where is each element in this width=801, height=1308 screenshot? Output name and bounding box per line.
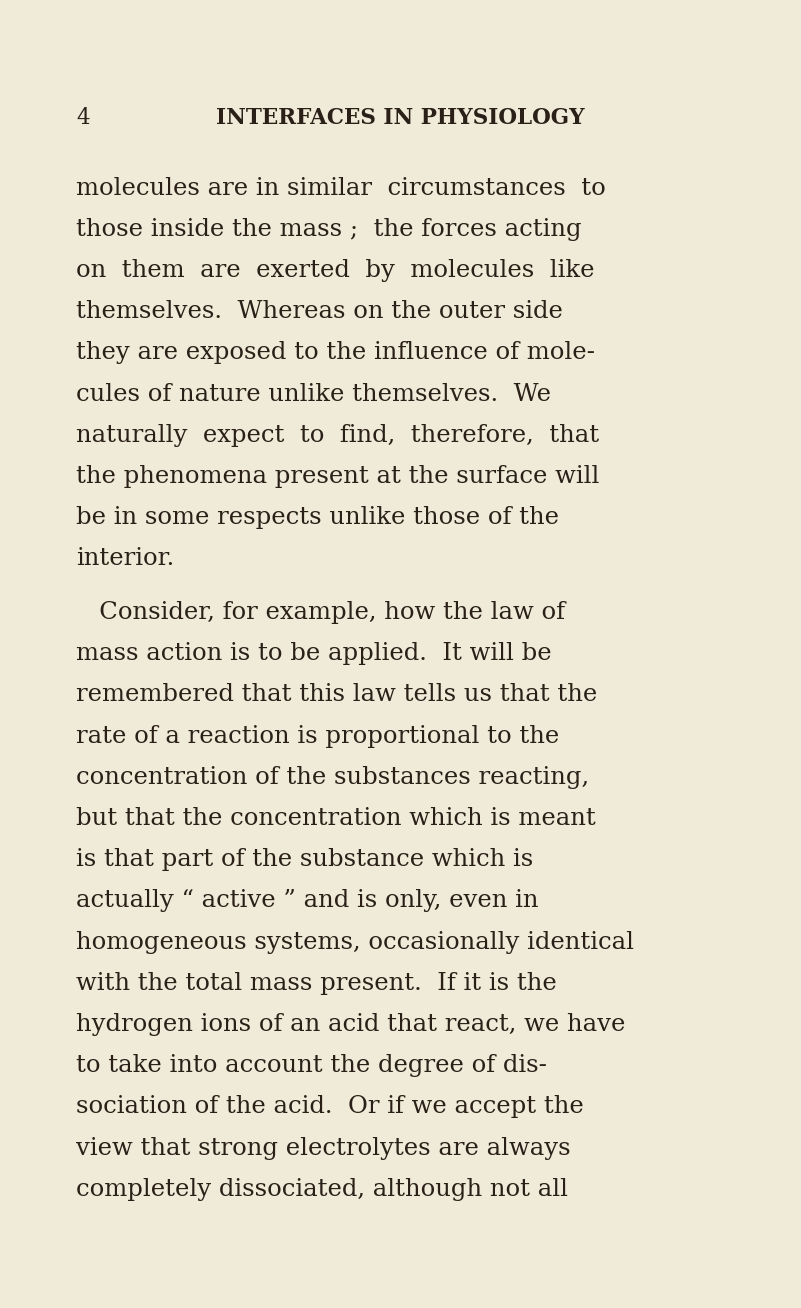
Text: is that part of the substance which is: is that part of the substance which is bbox=[76, 848, 533, 871]
Text: 4: 4 bbox=[76, 107, 90, 129]
Text: completely dissociated, although not all: completely dissociated, although not all bbox=[76, 1177, 568, 1201]
Text: with the total mass present.  If it is the: with the total mass present. If it is th… bbox=[76, 972, 557, 995]
Text: sociation of the acid.  Or if we accept the: sociation of the acid. Or if we accept t… bbox=[76, 1095, 584, 1118]
Text: concentration of the substances reacting,: concentration of the substances reacting… bbox=[76, 765, 590, 789]
Text: actually “ active ” and is only, even in: actually “ active ” and is only, even in bbox=[76, 889, 538, 913]
Text: molecules are in similar  circumstances  to: molecules are in similar circumstances t… bbox=[76, 177, 606, 200]
Text: naturally  expect  to  find,  therefore,  that: naturally expect to find, therefore, tha… bbox=[76, 424, 599, 447]
Text: themselves.  Whereas on the outer side: themselves. Whereas on the outer side bbox=[76, 300, 563, 323]
Text: but that the concentration which is meant: but that the concentration which is mean… bbox=[76, 807, 596, 831]
Text: INTERFACES IN PHYSIOLOGY: INTERFACES IN PHYSIOLOGY bbox=[216, 107, 585, 129]
Text: they are exposed to the influence of mole-: they are exposed to the influence of mol… bbox=[76, 341, 595, 365]
Text: hydrogen ions of an acid that react, we have: hydrogen ions of an acid that react, we … bbox=[76, 1012, 626, 1036]
Text: remembered that this law tells us that the: remembered that this law tells us that t… bbox=[76, 683, 598, 706]
Text: on  them  are  exerted  by  molecules  like: on them are exerted by molecules like bbox=[76, 259, 594, 283]
Text: rate of a reaction is proportional to the: rate of a reaction is proportional to th… bbox=[76, 725, 559, 748]
Text: those inside the mass ;  the forces acting: those inside the mass ; the forces actin… bbox=[76, 217, 582, 241]
Text: the phenomena present at the surface will: the phenomena present at the surface wil… bbox=[76, 464, 599, 488]
Text: view that strong electrolytes are always: view that strong electrolytes are always bbox=[76, 1137, 571, 1160]
Text: be in some respects unlike those of the: be in some respects unlike those of the bbox=[76, 506, 559, 530]
Text: homogeneous systems, occasionally identical: homogeneous systems, occasionally identi… bbox=[76, 930, 634, 954]
Text: mass action is to be applied.  It will be: mass action is to be applied. It will be bbox=[76, 642, 552, 666]
Text: cules of nature unlike themselves.  We: cules of nature unlike themselves. We bbox=[76, 382, 551, 405]
Text: Consider, for example, how the law of: Consider, for example, how the law of bbox=[76, 600, 565, 624]
Text: interior.: interior. bbox=[76, 547, 175, 570]
Text: to take into account the degree of dis-: to take into account the degree of dis- bbox=[76, 1054, 547, 1078]
